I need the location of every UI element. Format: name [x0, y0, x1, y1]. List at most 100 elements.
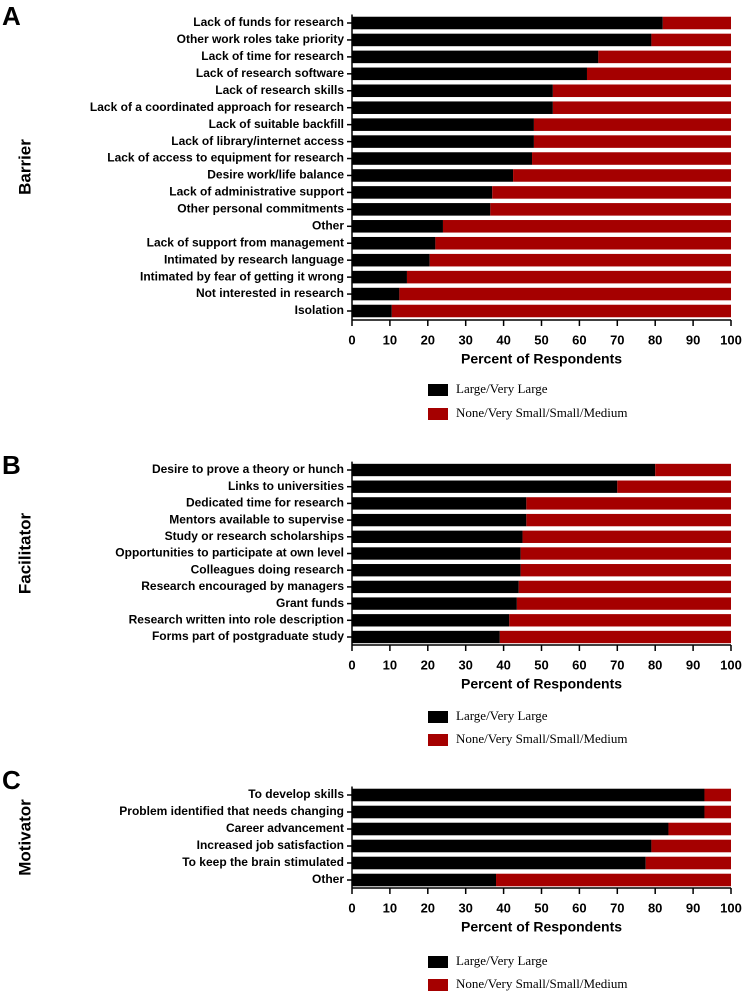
bar-segment	[352, 580, 519, 594]
x-tick-label: 90	[686, 657, 700, 672]
bar-segment	[490, 203, 731, 216]
x-axis-title: Percent of Respondents	[461, 676, 622, 692]
bar-segment	[352, 186, 493, 199]
bar-segment	[352, 530, 523, 543]
bar-segment	[352, 236, 436, 250]
legend-swatch	[428, 956, 448, 968]
category-label: Lack of support from management	[147, 235, 344, 249]
bar-segment	[662, 16, 731, 30]
x-tick-label: 10	[383, 900, 397, 915]
x-tick-label: 90	[686, 332, 700, 347]
bar-segment	[352, 788, 705, 802]
x-tick-label: 60	[572, 332, 586, 347]
category-label: Opportunities to participate at own leve…	[115, 546, 344, 560]
bar-segment	[352, 564, 521, 577]
category-label: Research written into role description	[129, 612, 344, 626]
bar-segment	[516, 597, 731, 610]
bar-segment	[352, 135, 534, 148]
category-label: Mentors available to supervise	[169, 512, 344, 526]
bar-segment	[586, 67, 731, 81]
bar-segment	[352, 101, 553, 114]
bar-segment	[704, 788, 731, 802]
legend-swatch	[428, 408, 448, 420]
y-axis-title: Barrier	[15, 139, 34, 195]
category-label: Links to universities	[228, 479, 344, 493]
bar-segment	[435, 236, 731, 250]
x-tick-label: 0	[348, 900, 355, 915]
bar-segment	[399, 287, 731, 301]
x-tick-label: 10	[383, 332, 397, 347]
bar-segment	[352, 805, 705, 819]
legend-label: Large/Very Large	[456, 381, 548, 396]
x-tick-label: 60	[572, 900, 586, 915]
bar-segment	[526, 497, 731, 510]
bar-segment	[429, 253, 731, 267]
x-tick-label: 40	[496, 657, 510, 672]
bar-segment	[352, 84, 553, 98]
bar-segment	[617, 480, 731, 493]
x-tick-label: 70	[610, 332, 624, 347]
x-tick-label: 80	[648, 900, 662, 915]
category-label: Isolation	[295, 303, 344, 317]
x-tick-label: 0	[348, 657, 355, 672]
bar-segment	[645, 856, 731, 870]
bar-segment	[352, 513, 527, 527]
bar-segment	[552, 84, 731, 98]
bar-segment	[391, 304, 731, 318]
bar-segment	[352, 304, 392, 318]
x-axis-title: Percent of Respondents	[461, 919, 622, 935]
category-label: Study or research scholarships	[165, 529, 345, 543]
x-tick-label: 100	[720, 657, 742, 672]
bar-segment	[651, 839, 731, 853]
category-label: Career advancement	[226, 821, 344, 835]
category-label: Other personal commitments	[177, 202, 344, 216]
x-tick-label: 50	[534, 900, 548, 915]
x-tick-label: 30	[458, 900, 472, 915]
bar-segment	[352, 497, 527, 510]
x-tick-label: 60	[572, 657, 586, 672]
bar-segment	[352, 856, 646, 870]
bar-segment	[352, 50, 599, 64]
bar-segment	[442, 220, 731, 233]
bar-segment	[522, 530, 731, 543]
category-label: Lack of suitable backfill	[209, 117, 344, 131]
x-tick-label: 90	[686, 900, 700, 915]
x-tick-label: 40	[496, 900, 510, 915]
bar-segment	[526, 513, 731, 527]
bar-segment	[352, 287, 400, 301]
category-label: Colleagues doing research	[191, 562, 344, 576]
category-label: Desire work/life balance	[207, 168, 344, 182]
category-label: Lack of a coordinated approach for resea…	[90, 100, 344, 114]
legend-label: Large/Very Large	[456, 953, 548, 968]
category-label: Other	[312, 872, 344, 886]
y-axis-title: Facilitator	[15, 513, 34, 595]
bar-segment	[352, 67, 587, 81]
category-label: Research encouraged by managers	[141, 579, 344, 593]
bar-segment	[352, 822, 669, 836]
bar-segment	[668, 822, 731, 836]
bar-segment	[513, 169, 731, 182]
bar-segment	[352, 253, 430, 267]
category-label: Lack of administrative support	[169, 185, 344, 199]
x-tick-label: 20	[421, 332, 435, 347]
legend-swatch	[428, 979, 448, 991]
category-label: Intimated by research language	[164, 252, 344, 266]
legend-label: None/Very Small/Small/Medium	[456, 405, 628, 420]
bar-segment	[533, 118, 731, 131]
x-tick-label: 100	[720, 900, 742, 915]
category-label: Forms part of postgraduate study	[152, 629, 344, 643]
panel-label: A	[2, 1, 21, 31]
x-tick-label: 10	[383, 657, 397, 672]
category-label: Lack of research skills	[215, 83, 344, 97]
category-label: Dedicated time for research	[186, 496, 344, 510]
bar-segment	[499, 630, 731, 644]
category-label: Lack of access to equipment for research	[107, 151, 344, 165]
bar-segment	[520, 564, 731, 577]
bar-segment	[532, 152, 731, 165]
bar-segment	[352, 220, 443, 233]
category-label: Other	[312, 218, 344, 232]
bar-segment	[492, 186, 731, 199]
bar-segment	[655, 463, 731, 477]
bar-segment	[352, 547, 521, 560]
category-label: Lack of time for research	[201, 49, 344, 63]
